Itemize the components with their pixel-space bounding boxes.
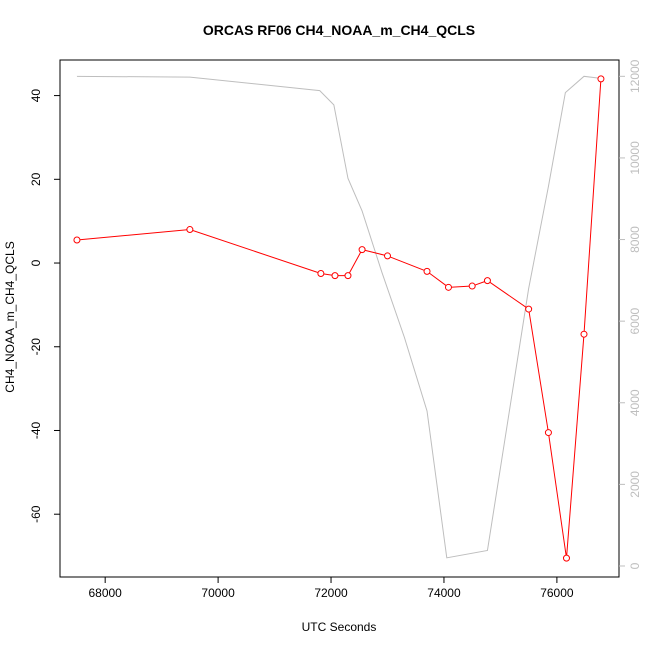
primary-series-point <box>383 252 391 260</box>
y2-tick-label: 4000 <box>628 389 642 416</box>
y-tick-label: 40 <box>29 89 43 103</box>
series-layer <box>73 75 605 562</box>
y-axis-right: 0 2000 4000 6000 8000 10000 12000 <box>619 59 642 569</box>
x-axis: 68000 70000 72000 74000 76000 <box>88 577 574 600</box>
chart-title: ORCAS RF06 CH4_NOAA_m_CH4_QCLS <box>203 22 475 38</box>
primary-series-point <box>525 305 533 313</box>
y-tick-label: -60 <box>29 505 43 523</box>
y-tick-label: 0 <box>29 259 43 266</box>
secondary-series-line <box>76 75 601 559</box>
primary-series-point <box>331 272 339 280</box>
y2-tick-label: 12000 <box>628 59 642 93</box>
y-tick-label: -40 <box>29 421 43 439</box>
y-tick-label: 20 <box>29 172 43 186</box>
primary-series-point <box>597 75 605 83</box>
primary-series-point <box>483 277 491 285</box>
primary-series-point <box>423 267 431 275</box>
primary-series-point <box>186 226 194 234</box>
y-axis-left: -60 -40 -20 0 20 40 <box>29 89 60 523</box>
plot-frame <box>59 59 620 578</box>
x-tick-label: 70000 <box>201 586 235 600</box>
y2-tick-label: 8000 <box>628 226 642 253</box>
primary-series-point <box>562 554 570 562</box>
primary-series-point <box>468 282 476 290</box>
y-tick-label: -20 <box>29 338 43 356</box>
primary-series-point <box>444 283 452 291</box>
primary-series-point <box>317 269 325 277</box>
x-tick-label: 68000 <box>88 586 122 600</box>
primary-series-point <box>358 246 366 254</box>
primary-series-point <box>580 330 588 338</box>
primary-series-point <box>544 429 552 437</box>
y2-tick-label: 2000 <box>628 471 642 498</box>
y-axis-label: CH4_NOAA_m_CH4_QCLS <box>3 241 17 392</box>
y2-tick-label: 10000 <box>628 141 642 175</box>
primary-series-point <box>344 272 352 280</box>
primary-series-point <box>73 236 81 244</box>
primary-series-line <box>76 78 602 559</box>
x-tick-label: 74000 <box>427 586 461 600</box>
x-tick-label: 72000 <box>314 586 348 600</box>
y2-tick-label: 0 <box>628 562 642 569</box>
x-tick-label: 76000 <box>540 586 574 600</box>
x-axis-label: UTC Seconds <box>302 620 377 634</box>
y2-tick-label: 6000 <box>628 307 642 334</box>
